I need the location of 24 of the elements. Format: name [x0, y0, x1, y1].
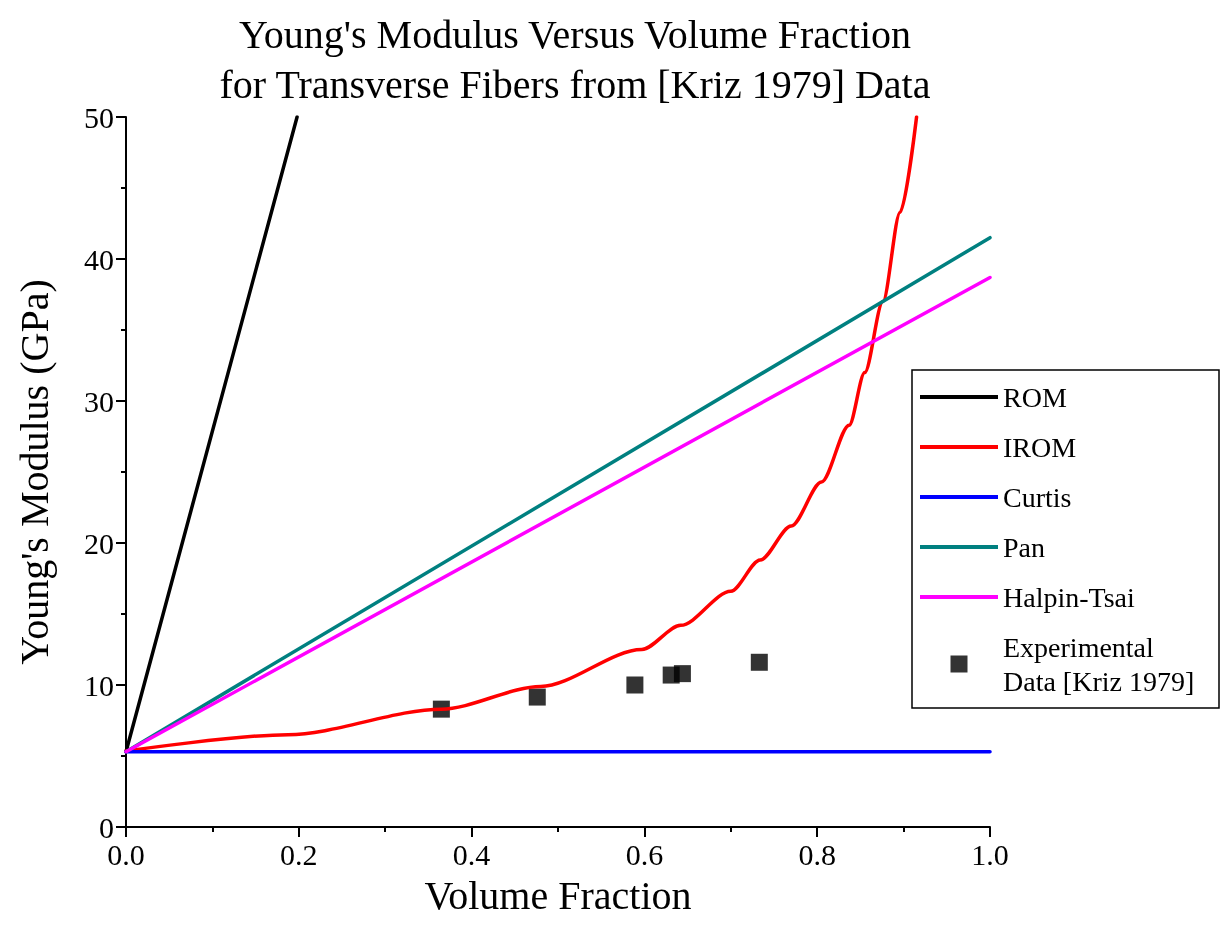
legend-label: IROM: [1003, 431, 1077, 463]
legend-label: Experimental Data [Kriz 1979]: [1003, 631, 1195, 697]
legend-label: Curtis: [1003, 481, 1072, 513]
legend-label: ROM: [1003, 381, 1067, 413]
legend-label: Pan: [1003, 531, 1045, 563]
x-tick-label: 0.4: [452, 837, 491, 871]
x-tick-label: 0.6: [625, 837, 664, 871]
x-tick-label: 0.2: [280, 837, 318, 871]
y-tick-label: 10: [84, 668, 114, 702]
y-tick-label: 40: [84, 242, 114, 276]
point: [673, 665, 691, 683]
y-tick-label: 30: [84, 384, 114, 418]
y-axis-title: Young's Modulus (GPa): [11, 279, 57, 665]
point: [528, 688, 546, 706]
y-tick-label: 50: [84, 100, 114, 134]
x-tick-label: 1.0: [971, 837, 1009, 871]
point: [626, 676, 644, 694]
point: [750, 653, 768, 671]
y-tick-label: 20: [84, 526, 114, 560]
chart-title: Young's Modulus Versus Volume Fraction for Transverse Fibers from [Kriz 1979] Data: [219, 11, 931, 107]
legend-label: Halpin-Tsai: [1003, 581, 1135, 613]
line-series: [124, 115, 919, 753]
x-axis-title: Volume Fraction: [424, 872, 692, 918]
x-tick-label: 0.8: [798, 837, 836, 871]
